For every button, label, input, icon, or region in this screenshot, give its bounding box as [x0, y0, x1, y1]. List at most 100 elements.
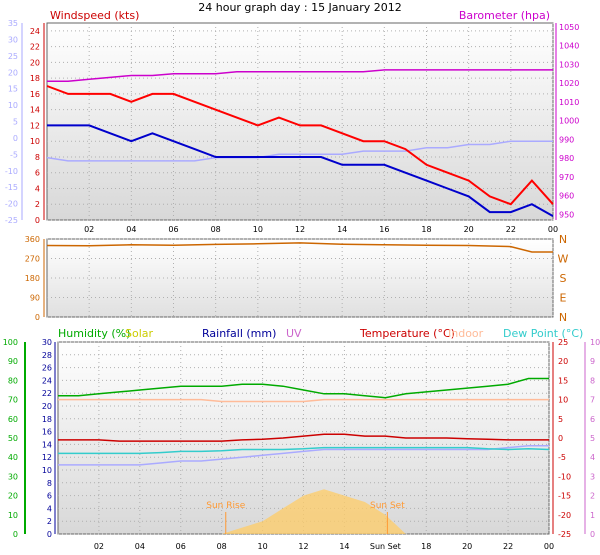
- legend-humidity: Humidity (%): [58, 327, 130, 340]
- wind-x-tick: 04: [126, 225, 136, 234]
- sunset-label: Sun Set: [370, 501, 405, 511]
- direction-compass-tick: E: [560, 292, 567, 305]
- humidity-tick: 100: [3, 338, 18, 347]
- wind-panel: Windspeed (kts) Barometer (hpa) 02 04 06 08…: [5, 9, 579, 234]
- direction-series: [46, 242, 553, 253]
- wind-gust-line: [46, 85, 554, 206]
- humidity-tick: 50: [8, 434, 18, 443]
- direction-left-tick: 270: [25, 255, 40, 264]
- uv-tick: 4: [590, 453, 595, 462]
- dew-point-line: [58, 446, 550, 455]
- humidity-tick: 80: [8, 376, 18, 385]
- rainfall-tick: 16: [42, 428, 52, 437]
- climate-x-tick: 18: [421, 542, 431, 551]
- direction-compass-tick: N: [559, 311, 567, 324]
- wind-left-tick: 6: [35, 169, 40, 178]
- uv-tick: 3: [590, 472, 595, 481]
- humidity-tick: 30: [8, 472, 18, 481]
- wind-outer-tick: 30: [8, 35, 18, 44]
- climate-tick-labels: 02 04 06 08 10 12 14 Sun Set 18 20 22 0001020304050…: [3, 338, 600, 551]
- wind-left-tick: 12: [30, 121, 40, 130]
- humidity-line: [58, 377, 549, 399]
- direction-left-tick: 90: [30, 294, 40, 303]
- legend-temperature: Temperature (°C): [359, 327, 455, 340]
- wind-outer-tick: 0: [13, 134, 18, 143]
- wind-x-tick: 12: [295, 225, 305, 234]
- wind-outer-tick: 5: [13, 118, 18, 127]
- humidity-tick: 90: [8, 357, 18, 366]
- wind-outer-tick: 25: [8, 52, 18, 61]
- uv-tick: 7: [590, 396, 595, 405]
- humidity-tick: 40: [8, 453, 18, 462]
- rainfall-tick: 8: [47, 479, 52, 488]
- legend-indoor: Indoor: [448, 327, 484, 340]
- wind-x-tick: 18: [421, 225, 431, 234]
- humidity-tick: 70: [8, 396, 18, 405]
- wind-outer-tick: -10: [5, 167, 18, 176]
- rainfall-tick: 26: [42, 364, 52, 373]
- chart-title: 24 hour graph day : 15 January 2012: [198, 1, 402, 14]
- wind-left-tick: 4: [35, 184, 40, 193]
- wind-left-tick: 24: [30, 27, 40, 36]
- temperature-tick: -5: [558, 453, 566, 462]
- climate-x-tick: 02: [94, 542, 104, 551]
- apparent-temp-line: [58, 444, 549, 466]
- rainfall-tick: 22: [42, 389, 52, 398]
- wind-left-tick: 16: [30, 90, 40, 99]
- temperature-tick: -10: [558, 472, 571, 481]
- climate-x-tick: Sun Set: [370, 542, 401, 551]
- sunrise-label: Sun Rise: [206, 501, 245, 511]
- wind-left-tick: 10: [30, 137, 40, 146]
- barometer-label: Barometer (hpa): [459, 9, 550, 22]
- wind-left-tick: 0: [35, 216, 40, 225]
- climate-panel: Humidity (%) Solar Rainfall (mm) UV Temp…: [3, 327, 600, 551]
- direction-left-tick: 0: [35, 313, 40, 322]
- barometer-line: [47, 69, 553, 82]
- uv-tick: 2: [590, 492, 595, 501]
- wind-left-tick: 14: [30, 106, 40, 115]
- wind-x-tick: 14: [337, 225, 347, 234]
- barometer-tick: 960: [559, 192, 574, 201]
- uv-tick: 5: [590, 434, 595, 443]
- wind-outer-tick: -15: [5, 183, 18, 192]
- uv-tick: 10: [590, 338, 600, 347]
- rainfall-tick: 0: [47, 530, 52, 539]
- wind-outer-tick: -5: [10, 150, 18, 159]
- temperature-line: [58, 433, 549, 442]
- solar-area: [58, 489, 549, 534]
- windspeed-label: Windspeed (kts): [50, 9, 139, 22]
- temperature-tick: 25: [558, 338, 568, 347]
- barometer-tick: 1050: [559, 23, 579, 32]
- wind-x-tick: 10: [253, 225, 263, 234]
- legend-rainfall: Rainfall (mm): [202, 327, 276, 340]
- wind-left-tick: 22: [30, 43, 40, 52]
- direction-tick-labels: 0 N 90 E 180 S 270 W 360 N: [25, 233, 569, 324]
- temperature-tick: -25: [558, 530, 571, 539]
- wind-outer-tick: 35: [8, 19, 18, 28]
- legend-dewpoint: Dew Point (°C): [503, 327, 583, 340]
- temperature-tick: -15: [558, 492, 571, 501]
- temperature-tick: 20: [558, 357, 568, 366]
- barometer-tick: 970: [559, 173, 574, 182]
- climate-x-tick: 08: [217, 542, 227, 551]
- legend-solar: Solar: [125, 327, 154, 340]
- sun-annotations: Sun Rise Sun Set: [206, 501, 405, 534]
- wind-x-tick: 00: [548, 225, 558, 234]
- wind-left-tick: 2: [35, 200, 40, 209]
- barometer-tick: 980: [559, 154, 574, 163]
- gust-outer-line: [46, 140, 553, 162]
- rainfall-tick: 20: [42, 402, 52, 411]
- barometer-tick: 1030: [559, 60, 579, 69]
- climate-x-tick: 04: [135, 542, 145, 551]
- direction-grid: [47, 238, 554, 318]
- temperature-tick: 10: [558, 396, 568, 405]
- temperature-tick: -20: [558, 511, 571, 520]
- wind-left-tick: 20: [30, 58, 40, 67]
- wind-outer-tick: -25: [5, 216, 18, 225]
- rainfall-tick: 24: [42, 376, 52, 385]
- direction-left-tick: 360: [25, 235, 40, 244]
- rainfall-tick: 2: [47, 517, 52, 526]
- wind-x-tick: 02: [84, 225, 94, 234]
- barometer-tick: 990: [559, 135, 574, 144]
- uv-tick: 1: [590, 511, 595, 520]
